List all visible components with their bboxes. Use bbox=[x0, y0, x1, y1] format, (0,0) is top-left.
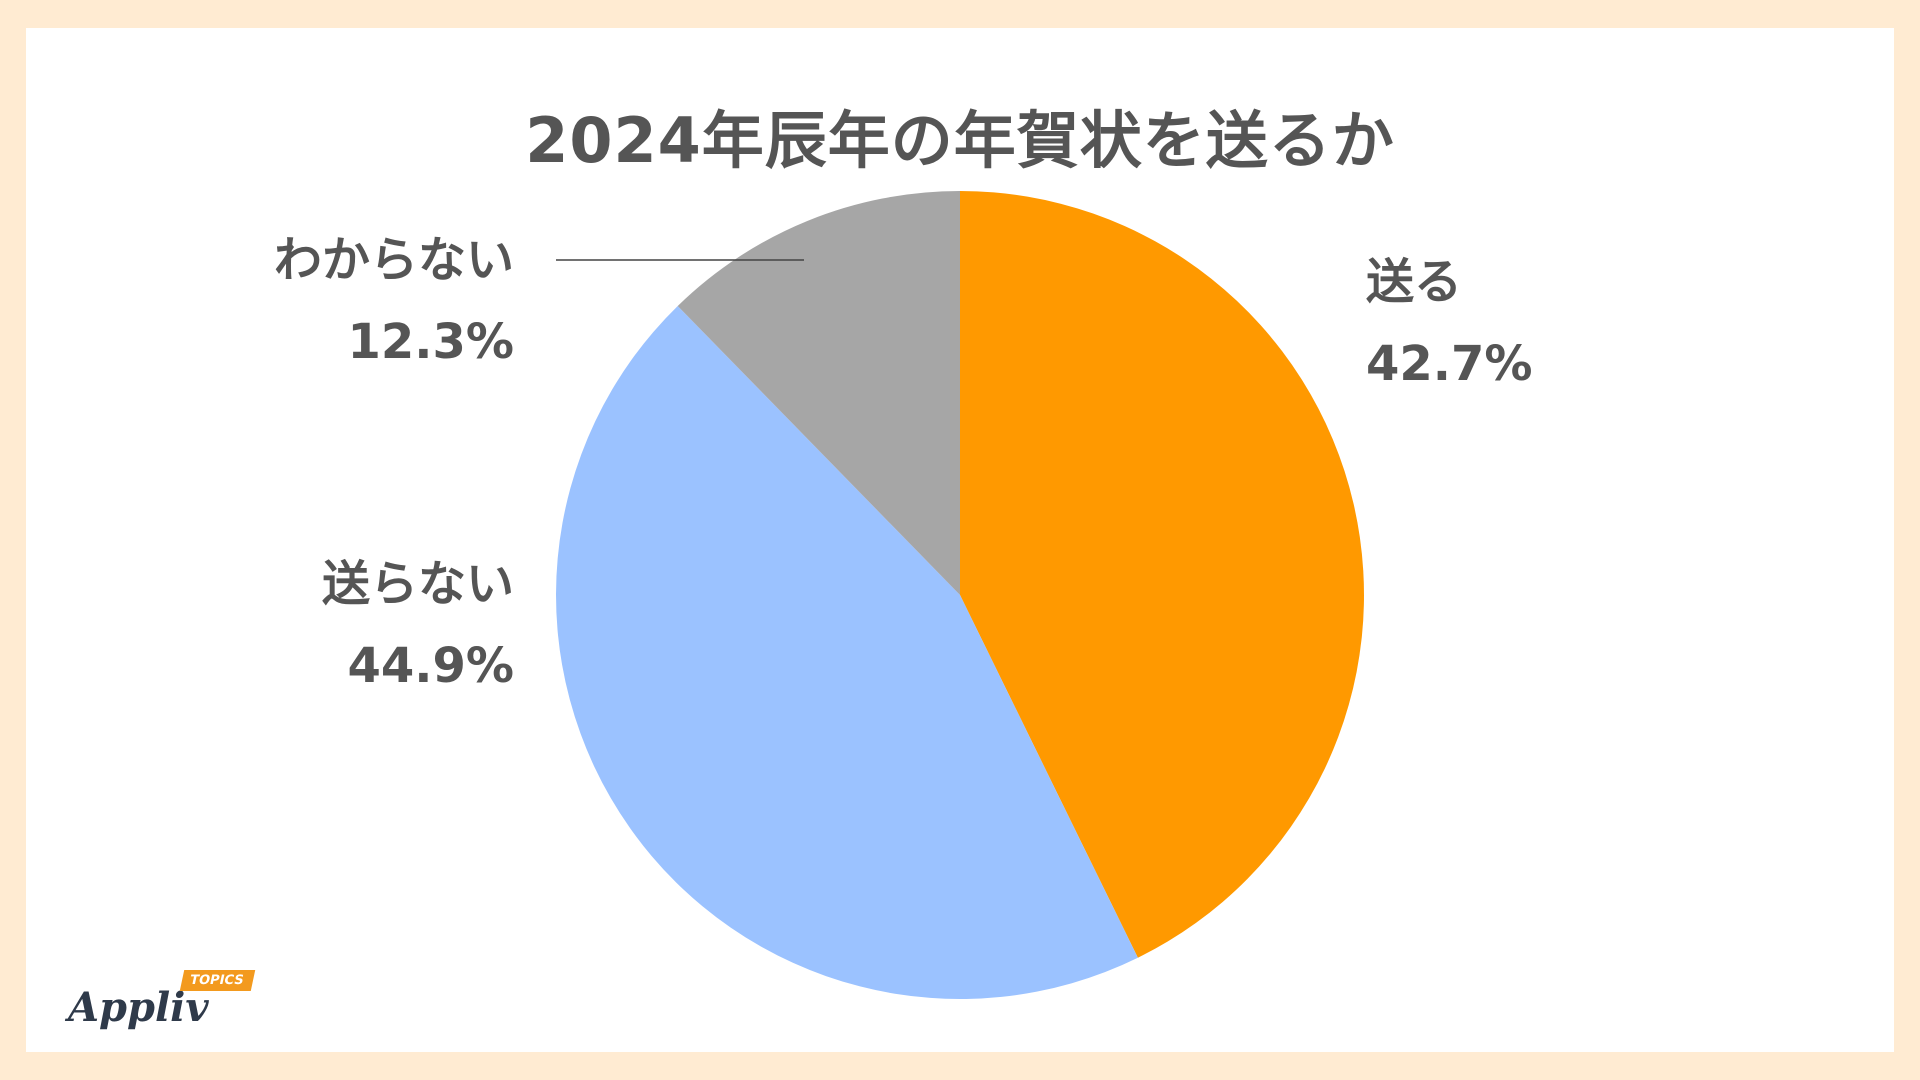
slice-label-1: 送る bbox=[1366, 254, 1462, 310]
pie-chart: 送る 42.7% 送らない 44.9% わからない 12.3% bbox=[274, 191, 1533, 999]
slice-label-2: 送らない bbox=[322, 556, 514, 612]
slice-value-label-2: 44.9% bbox=[347, 638, 514, 694]
slice-value-label-1: 42.7% bbox=[1366, 336, 1533, 392]
pie-slice-2 bbox=[556, 305, 1138, 999]
chart-card: 2024年辰年の年賀状を送るか 送る 42.7% 送らない 44.9% わからない 12.… bbox=[26, 28, 1894, 1052]
logo-text: Appliv bbox=[68, 984, 209, 1031]
logo-tag: TOPICS bbox=[179, 970, 256, 991]
chart-title: 2024年辰年の年賀状を送るか bbox=[525, 104, 1395, 177]
pie-slice-3 bbox=[677, 191, 960, 595]
slice-label-3: わからない bbox=[274, 232, 514, 288]
slice-value-label-3: 12.3% bbox=[347, 314, 514, 370]
brand-logo: Appliv TOPICS bbox=[68, 966, 268, 1036]
pie-slice-1 bbox=[960, 191, 1364, 958]
